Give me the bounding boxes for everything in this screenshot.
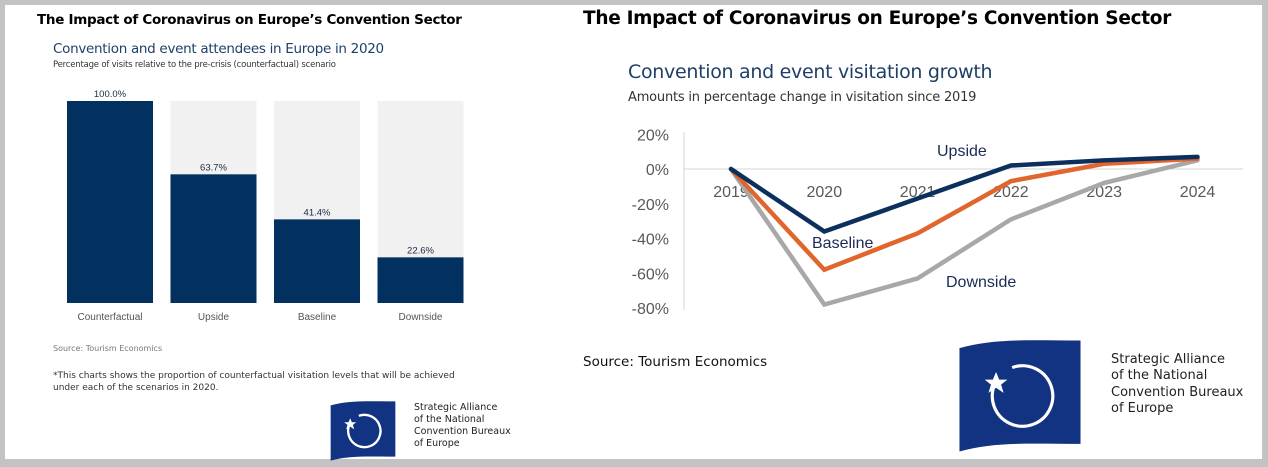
- logo-line: of Europe: [414, 437, 460, 449]
- right-main-title: The Impact of Coronavirus on Europe’s Co…: [583, 8, 1172, 29]
- series-line-baseline: [728, 156, 1200, 273]
- bar-value-label: 41.4%: [304, 207, 331, 218]
- logo-line: of Europe: [1111, 400, 1174, 416]
- y-tick-label: 0%: [646, 162, 669, 179]
- x-tick-label: 2024: [1180, 184, 1216, 201]
- left-logo: [329, 400, 397, 467]
- y-tick-label: -60%: [632, 266, 669, 283]
- line-chart-title: Convention and event visitation growth: [628, 61, 993, 83]
- alliance-flag-icon: [959, 340, 1081, 452]
- left-footnote-line1: *This charts shows the proportion of cou…: [53, 371, 455, 381]
- logo-line: of the National: [1111, 368, 1208, 384]
- y-tick-label: -40%: [632, 232, 669, 249]
- y-tick-label: -80%: [632, 301, 669, 318]
- bar-category-label: Baseline: [298, 312, 337, 323]
- alliance-flag-icon: [330, 401, 396, 461]
- line-chart: 20%0%-20%-40%-60%-80%2019 2020 2021 2022 202…: [632, 127, 1243, 318]
- bar-baseline: [274, 219, 360, 303]
- bar-category-label: Counterfactual: [77, 312, 142, 323]
- left-footnote-line2: under each of the scenarios in 2020.: [53, 383, 219, 393]
- bar-chart-title: Convention and event attendees in Europe…: [53, 41, 384, 57]
- bar-category-label: Upside: [198, 312, 230, 323]
- left-source: Source: Tourism Economics: [53, 344, 163, 353]
- line-chart-subtitle: Amounts in percentage change in visitati…: [628, 90, 977, 105]
- right-logo-text: Strategic Alliance of the National Conve…: [1111, 352, 1243, 417]
- logo-line: Strategic Alliance: [414, 402, 498, 413]
- bar-value-label: 22.6%: [407, 245, 434, 256]
- bar-category-label: Downside: [399, 312, 443, 323]
- right-logo: [949, 338, 1091, 459]
- logo-line: Convention Bureaux: [414, 425, 511, 437]
- bar-chart-subtitle: Percentage of visits relative to the pre…: [53, 60, 336, 70]
- bar-value-label: 63.7%: [200, 162, 227, 173]
- left-logo-text: Strategic Alliance of the National Conve…: [414, 402, 511, 450]
- y-tick-label: 20%: [637, 127, 669, 144]
- infographic-canvas: The Impact of Coronavirus on Europe’s Co…: [5, 5, 1262, 461]
- bar-counterfactual: [67, 101, 153, 303]
- x-tick-label: 2020: [807, 184, 843, 201]
- x-tick-label: 2019: [713, 184, 749, 201]
- logo-line: Strategic Alliance: [1111, 352, 1225, 367]
- right-source: Source: Tourism Economics: [583, 354, 768, 370]
- bar-downside: [377, 257, 464, 303]
- series-label-downside: Downside: [946, 274, 1016, 291]
- logo-line: Convention Bureaux: [1111, 384, 1244, 400]
- left-main-title: The Impact of Coronavirus on Europe’s Co…: [37, 12, 462, 28]
- bar-chart: 100.0% Counterfactual 63.7% Upside 41.4% Base…: [67, 89, 464, 323]
- series-line-downside: [728, 158, 1200, 308]
- series-line-upside: [728, 154, 1200, 235]
- logo-line: of the National: [414, 413, 485, 425]
- bar-value-label: 100.0%: [94, 89, 127, 100]
- series-label-baseline: Baseline: [812, 235, 873, 252]
- bar-upside: [170, 174, 257, 303]
- y-tick-label: -20%: [632, 197, 669, 214]
- series-label-upside: Upside: [937, 143, 987, 160]
